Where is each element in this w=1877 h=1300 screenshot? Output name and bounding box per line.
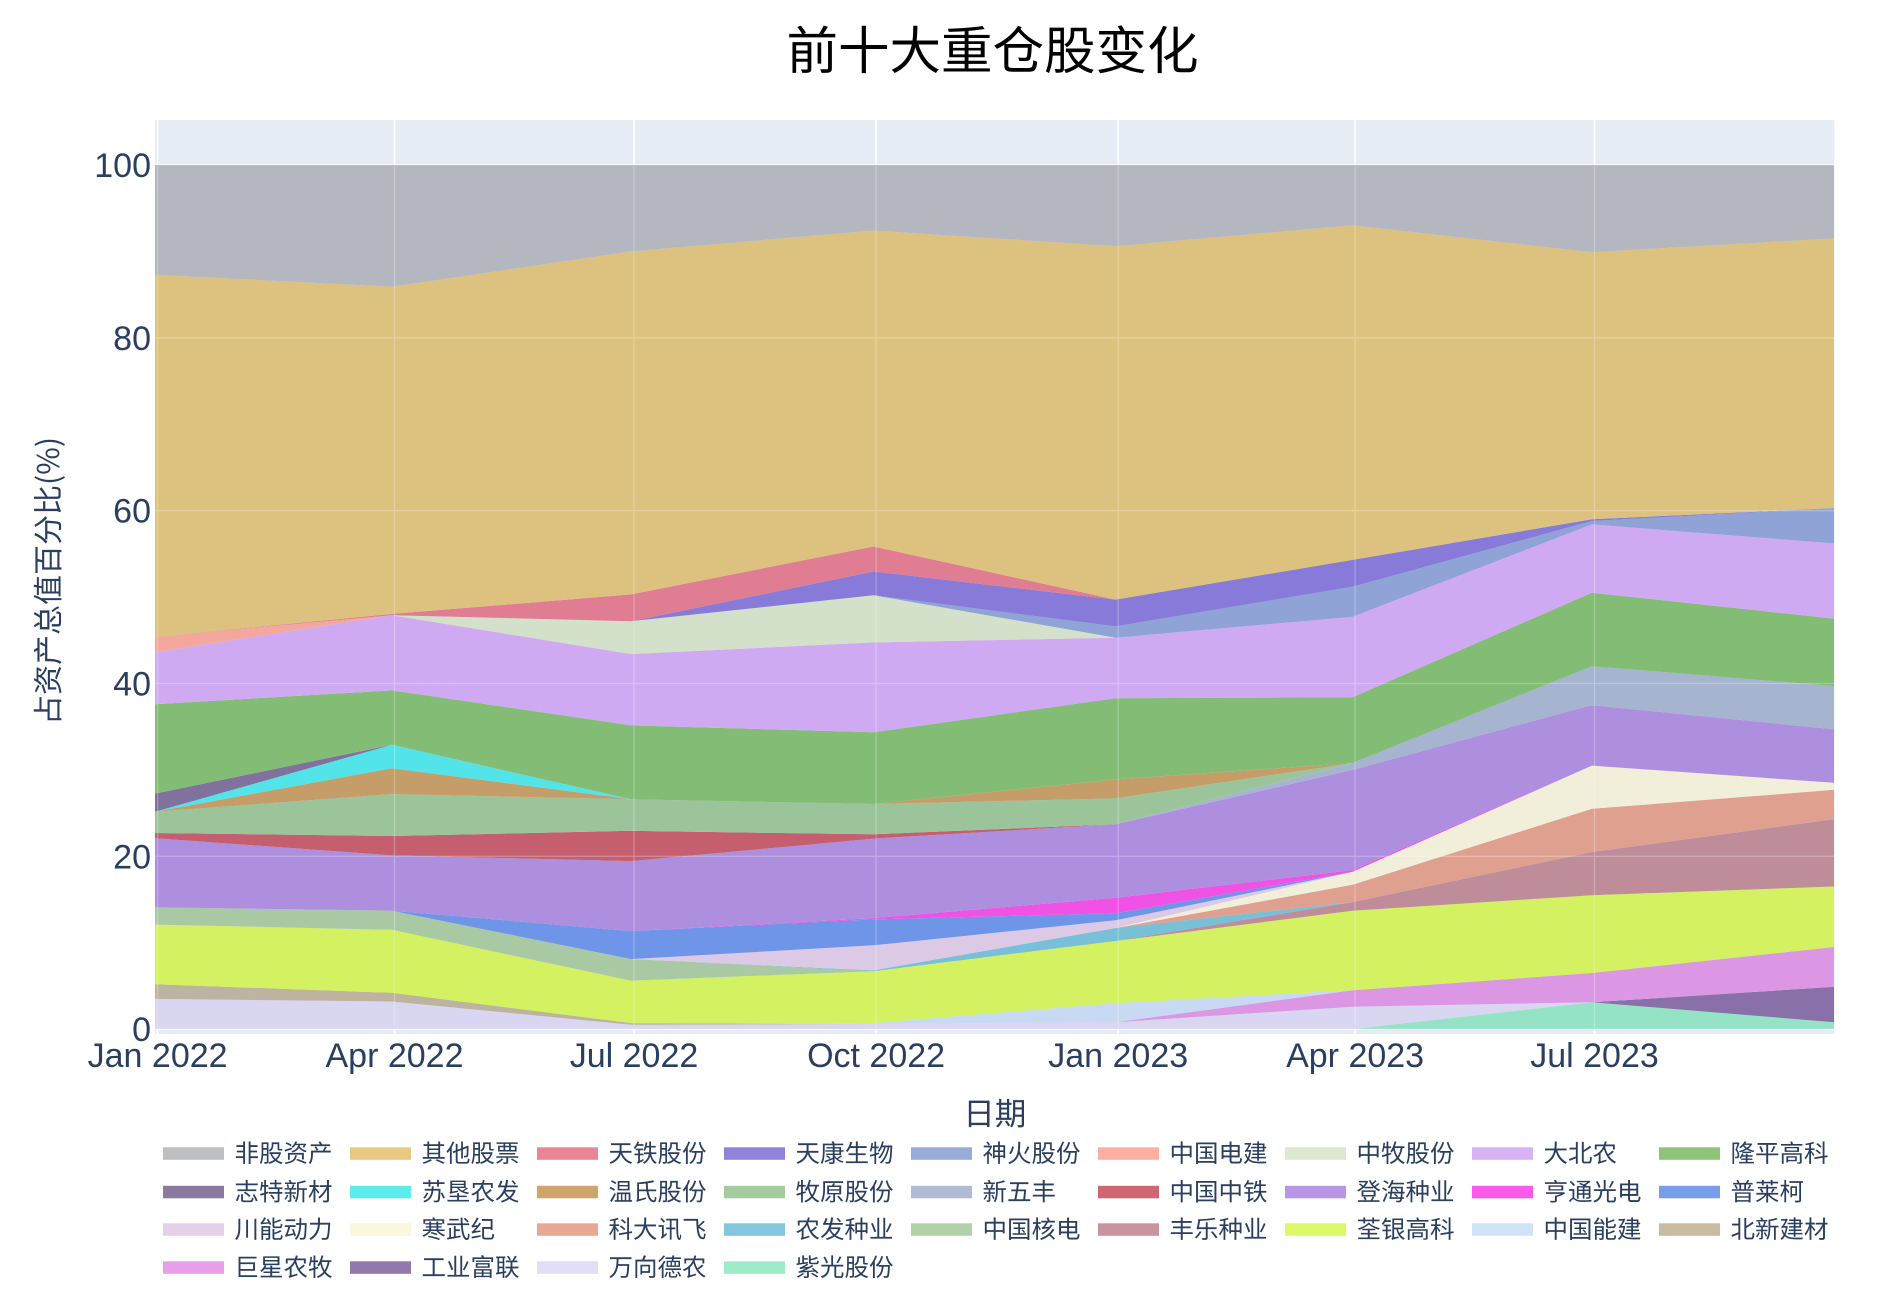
svg-text:Oct 2022: Oct 2022 <box>807 1037 945 1075</box>
svg-text:40: 40 <box>113 666 151 704</box>
svg-text:100: 100 <box>94 147 151 185</box>
svg-text:Jul 2022: Jul 2022 <box>570 1037 699 1075</box>
svg-text:Apr 2023: Apr 2023 <box>1286 1037 1424 1075</box>
svg-text:80: 80 <box>113 320 151 358</box>
svg-text:20: 20 <box>113 838 151 876</box>
svg-text:60: 60 <box>113 493 151 531</box>
svg-text:Jan 2022: Jan 2022 <box>88 1037 228 1075</box>
svg-text:Jan 2023: Jan 2023 <box>1048 1037 1188 1075</box>
svg-text:Apr 2022: Apr 2022 <box>326 1037 464 1075</box>
svg-text:0: 0 <box>132 1011 151 1049</box>
svg-text:Jul 2023: Jul 2023 <box>1530 1037 1659 1075</box>
